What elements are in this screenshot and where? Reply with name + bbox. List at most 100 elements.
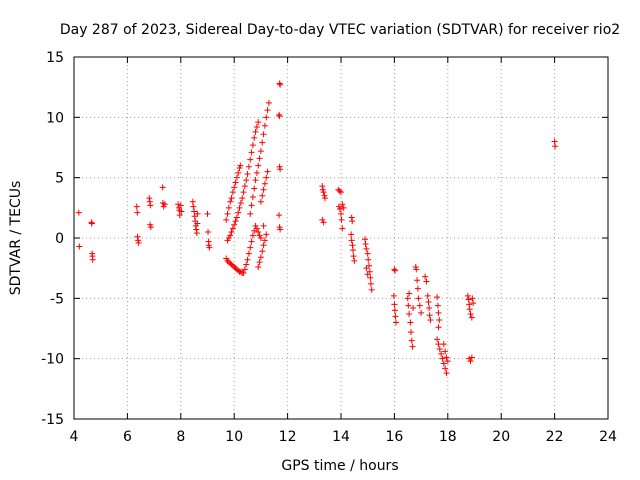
data-point [413, 266, 420, 273]
data-point [205, 228, 212, 235]
data-point [350, 247, 357, 254]
data-point [276, 113, 283, 120]
data-point [349, 218, 356, 225]
data-point [225, 204, 232, 211]
data-point [551, 138, 558, 145]
data-point [338, 189, 344, 196]
data-point [391, 266, 398, 273]
data-point [257, 254, 264, 261]
data-point [467, 311, 474, 318]
data-point [253, 225, 260, 232]
data-point [263, 114, 270, 121]
x-tick-label: 24 [599, 429, 617, 445]
data-point [365, 256, 372, 263]
x-axis-label: GPS time / hours [281, 458, 398, 474]
data-point [405, 302, 412, 309]
data-point [178, 208, 185, 215]
y-axis-label: SDTVAR / TECUs [8, 181, 24, 296]
data-point [177, 202, 184, 209]
data-point [256, 155, 263, 162]
data-point [235, 169, 242, 176]
data-point [176, 212, 183, 219]
data-point [194, 210, 201, 217]
data-point [236, 204, 243, 211]
data-point [465, 296, 472, 303]
data-point [147, 224, 154, 231]
data-point [193, 230, 200, 237]
data-point [233, 214, 240, 221]
data-point [466, 301, 473, 308]
x-tick-labels: 4 6 8 10 12 14 16 18 20 22 24 [70, 429, 617, 445]
data-point [259, 192, 266, 199]
data-point [276, 80, 283, 87]
data-point [434, 302, 441, 309]
data-point [435, 309, 442, 316]
data-point [438, 350, 445, 357]
data-point [76, 243, 83, 250]
data-point [135, 239, 142, 246]
data-point [247, 210, 254, 217]
x-tick-label: 8 [176, 429, 185, 445]
data-point [223, 216, 230, 223]
data-point [252, 128, 259, 135]
x-tick-label: 22 [546, 429, 564, 445]
data-point [194, 220, 201, 227]
data-point [423, 278, 430, 285]
axis-ticks [73, 56, 609, 420]
data-point [468, 354, 475, 361]
data-point [436, 346, 443, 353]
data-point [434, 294, 441, 301]
y-tick-label: 0 [55, 231, 64, 247]
data-point [231, 184, 238, 191]
y-tick-label: 10 [46, 110, 64, 126]
data-point [134, 209, 141, 216]
data-point [276, 111, 283, 118]
data-point [253, 169, 260, 176]
data-point [255, 228, 262, 235]
data-point [204, 210, 211, 217]
data-point [88, 219, 95, 226]
data-point [393, 319, 400, 326]
data-point [349, 242, 356, 249]
data-point [350, 253, 357, 260]
x-tick-label: 10 [225, 429, 243, 445]
data-point [228, 228, 235, 235]
data-point [245, 250, 252, 257]
data-point [237, 162, 244, 169]
data-point [232, 179, 239, 186]
data-point [75, 209, 82, 216]
x-tick-label: 16 [385, 429, 403, 445]
data-point [206, 244, 213, 251]
data-point [264, 107, 271, 114]
data-point [442, 348, 449, 355]
data-point [237, 200, 244, 207]
data-point [244, 171, 251, 178]
data-point [243, 177, 250, 184]
data-point [410, 304, 417, 311]
data-point [407, 319, 414, 326]
data-point [229, 225, 236, 232]
data-point [241, 183, 248, 190]
x-tick-label: 4 [70, 429, 79, 445]
data-point [147, 202, 154, 209]
data-point [264, 168, 271, 175]
data-point [319, 183, 326, 190]
data-point [257, 198, 264, 205]
data-point [232, 218, 239, 225]
data-point [321, 195, 328, 202]
data-point [469, 295, 476, 302]
x-tick-label: 6 [123, 429, 132, 445]
data-point [338, 210, 344, 217]
data-point [338, 216, 345, 223]
data-point [390, 292, 397, 299]
data-point [418, 309, 425, 316]
data-point [434, 336, 441, 343]
data-point [409, 343, 416, 350]
data-point [260, 131, 267, 138]
data-point [440, 341, 447, 348]
data-point [406, 290, 413, 297]
data-point [159, 184, 166, 191]
data-point [468, 314, 475, 321]
data-point [247, 156, 254, 163]
data-point [241, 266, 248, 273]
